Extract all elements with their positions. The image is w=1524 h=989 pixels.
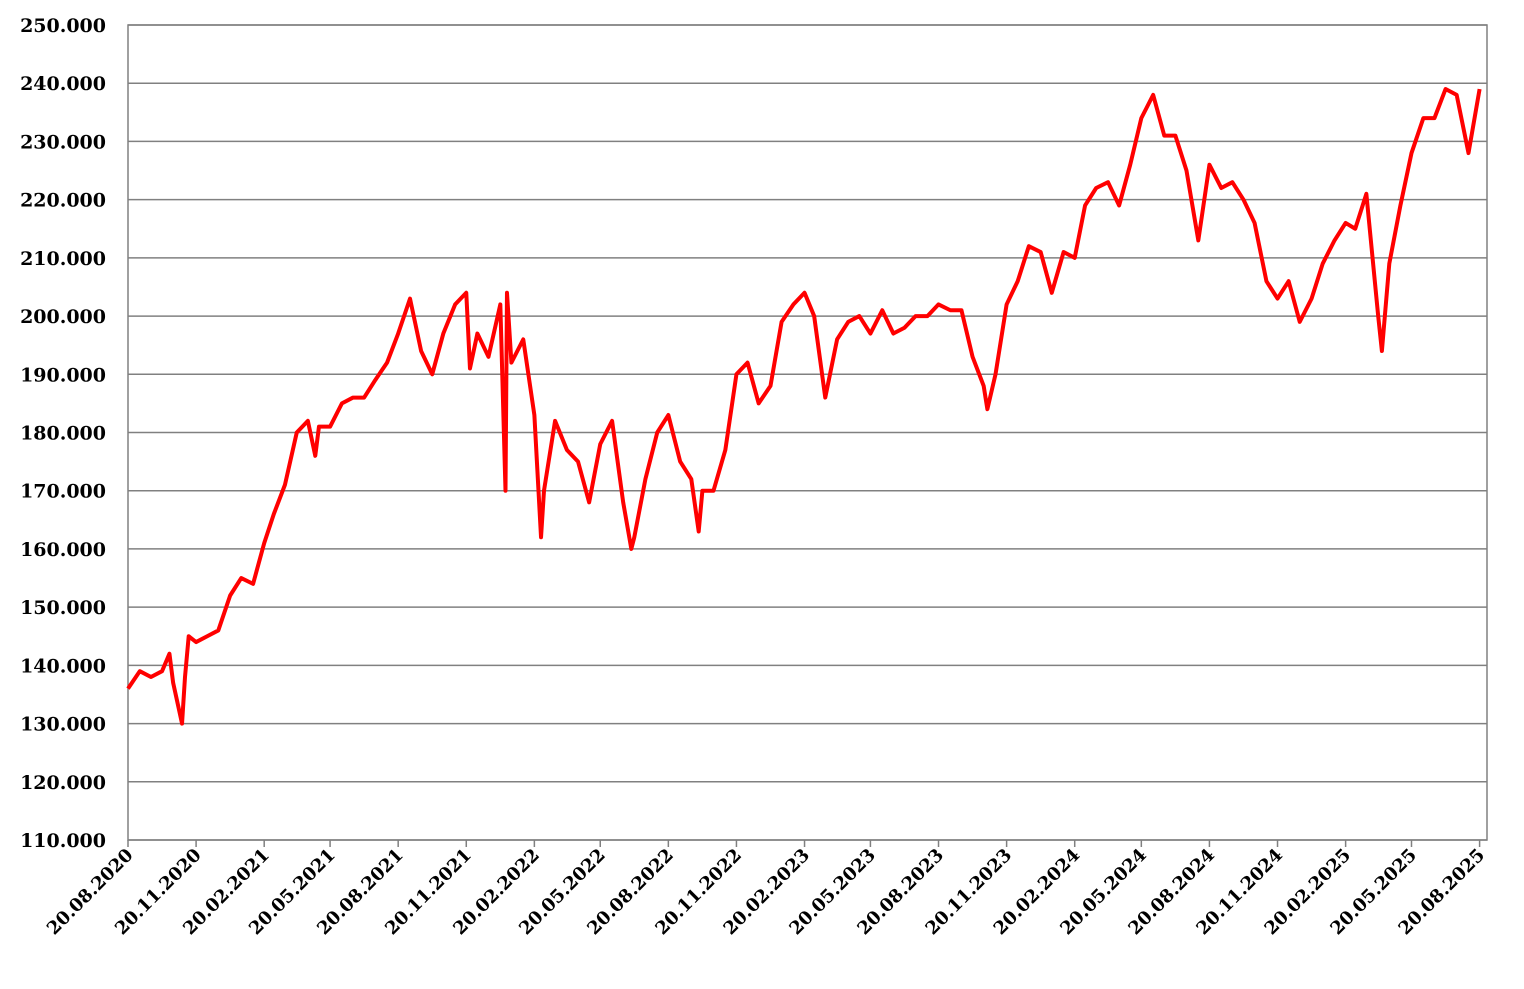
y-tick-label: 220.000 [20,190,106,212]
y-tick-label: 120.000 [20,772,106,794]
data-line [126,87,1482,726]
y-tick-label: 130.000 [20,714,106,736]
y-tick-label: 140.000 [20,655,106,677]
y-tick-label: 250.000 [20,15,106,37]
y-tick-label: 150.000 [20,597,106,619]
y-tick-label: 170.000 [20,481,106,503]
y-tick-label: 160.000 [20,539,106,561]
y-tick-label: 110.000 [20,830,106,852]
y-tick-label: 230.000 [20,131,106,153]
y-tick-label: 200.000 [20,306,106,328]
y-tick-label: 190.000 [20,364,106,386]
y-tick-label: 210.000 [20,248,106,270]
y-tick-label: 180.000 [20,423,106,445]
y-tick-label: 240.000 [20,73,106,95]
